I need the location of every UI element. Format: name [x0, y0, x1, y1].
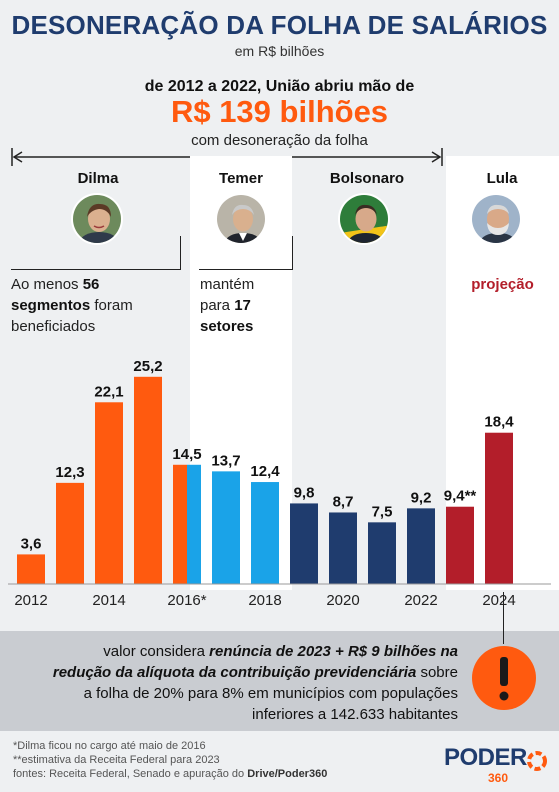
x-tick-label-2012: 2012	[14, 592, 47, 609]
value-label-2019: 9,8	[294, 484, 315, 501]
bar-2016-temer	[187, 464, 201, 584]
bar-2013	[56, 482, 84, 584]
info-band	[0, 631, 559, 731]
lula-projection-label: projeção	[471, 276, 534, 293]
bolsonaro-portrait-icon	[338, 193, 390, 245]
dilma-portrait-icon	[71, 193, 123, 245]
poder360-mark-icon	[527, 751, 547, 771]
bar-2014	[95, 402, 123, 584]
dilma-note: Ao menos 56 segmentos foram beneficiados	[11, 276, 133, 335]
highlight-total: R$ 139 bilhões	[170, 94, 389, 129]
x-tick-label-2014: 2014	[92, 592, 125, 609]
bar-2020	[329, 512, 357, 584]
value-label-2022: 9,2	[411, 489, 432, 506]
value-label-2015: 25,2	[133, 360, 162, 375]
dilma-connector-base	[11, 269, 181, 270]
bar-2017	[212, 471, 240, 584]
lula-portrait-icon	[470, 193, 522, 245]
bar-2022	[407, 508, 435, 584]
poder360-logo-sub: 360	[488, 771, 509, 785]
footnote-sources: fontes: Receita Federal, Senado e apuraç…	[13, 768, 328, 780]
bar-2015	[134, 376, 162, 584]
bar-2023	[446, 506, 474, 584]
info-note: valor considera renúncia de 2023 + R$ 9 …	[52, 643, 458, 723]
exclamation-icon	[472, 646, 536, 710]
x-tick-label-2018: 2018	[248, 592, 281, 609]
footnotes: *Dilma ficou no cargo até maio de 2016 *…	[13, 739, 327, 781]
value-label-2021: 7,5	[372, 503, 393, 520]
highlight-caption: com desoneração da folha	[191, 132, 368, 149]
bar-2018	[251, 482, 279, 584]
footnote-estimate: **estimativa da Receita Federal para 202…	[13, 754, 220, 766]
info-connector-line	[503, 592, 504, 644]
highlight-intro: de 2012 a 2022, União abriu mão de	[144, 78, 415, 95]
value-label-2016: 14,5	[172, 446, 201, 463]
x-tick-label-2024: 2024	[482, 592, 515, 609]
dilma-connector-line	[180, 236, 181, 270]
x-tick-label-2020: 2020	[326, 592, 359, 609]
gov-name-dilma: Dilma	[77, 170, 119, 187]
value-label-2018: 12,4	[250, 463, 280, 480]
value-label-2024: 18,4	[484, 414, 514, 431]
temer-connector-base	[199, 269, 293, 270]
bar-2024	[485, 432, 513, 584]
bar-chart: 3,6 12,3 22,1 25,2 14,5 13,7 12,4 9,8 8,7 7,5 9,2 9…	[8, 360, 551, 609]
gov-name-lula: Lula	[486, 170, 518, 187]
value-label-2013: 12,3	[55, 464, 84, 481]
temer-connector-line	[292, 236, 293, 270]
bar-2016-dilma	[173, 464, 187, 584]
chart-subtitle: em R$ bilhões	[234, 43, 325, 59]
chart-title: DESONERAÇÃO DA FOLHA DE SALÁRIOS	[11, 10, 548, 40]
value-label-2017: 13,7	[211, 452, 240, 469]
temer-note: mantém para 17 setores	[200, 276, 255, 335]
value-label-2020: 8,7	[333, 493, 354, 510]
gov-name-temer: Temer	[219, 170, 263, 187]
footnote-dilma: *Dilma ficou no cargo até maio de 2016	[13, 740, 206, 752]
bar-2012	[17, 554, 45, 584]
value-label-2023: 9,4**	[444, 488, 477, 505]
poder360-logo: PODER	[444, 744, 527, 771]
x-tick-label-2016: 2016*	[167, 592, 206, 609]
bar-2021	[368, 522, 396, 584]
value-label-2012: 3,6	[21, 535, 42, 552]
gov-name-bolsonaro: Bolsonaro	[329, 170, 405, 187]
value-label-2014: 22,1	[94, 383, 123, 400]
temer-portrait-icon	[215, 193, 267, 245]
x-tick-label-2022: 2022	[404, 592, 437, 609]
bar-2019	[290, 503, 318, 584]
